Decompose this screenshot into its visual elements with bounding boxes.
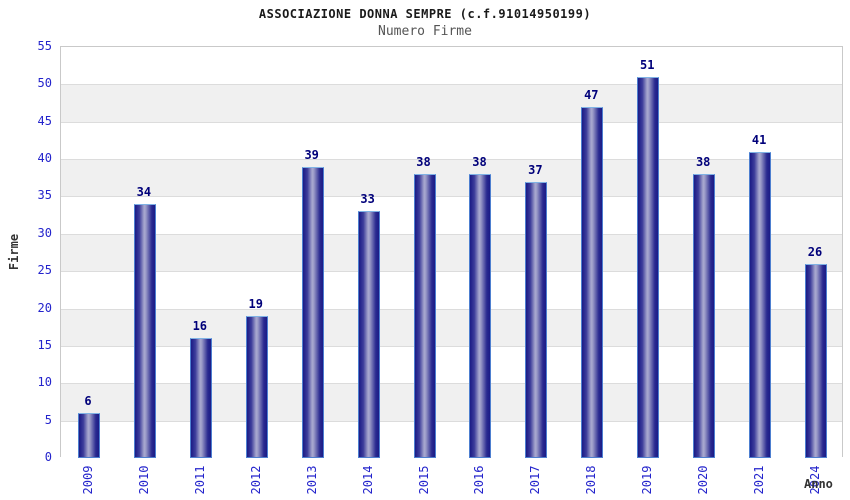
gridline [61, 308, 842, 310]
bar-2020 [693, 174, 716, 458]
grid-band [61, 121, 842, 160]
bar-value-label: 33 [360, 192, 375, 207]
bar-2009 [77, 413, 100, 458]
grid-band [61, 159, 842, 197]
x-tick-label: 2016 [472, 465, 487, 495]
x-tick-label: 2019 [640, 465, 655, 495]
bar-value-label: 51 [640, 57, 655, 72]
gridline [61, 271, 842, 273]
x-tick-label: 2009 [80, 465, 95, 495]
bar-2011 [189, 338, 212, 458]
gridline [61, 345, 842, 347]
gridline [61, 383, 842, 385]
bar-value-label: 34 [136, 184, 152, 199]
x-tick-label: 2021 [752, 465, 767, 495]
grid-band [61, 383, 842, 421]
x-tick-label: 2017 [528, 465, 543, 495]
grid-band [61, 345, 842, 384]
chart-title: ASSOCIAZIONE DONNA SEMPRE (c.f.910149501… [258, 7, 592, 21]
bar-value-label: 16 [192, 319, 208, 334]
gridline [61, 420, 842, 422]
gridline [61, 196, 842, 198]
x-tick-label: 2015 [416, 465, 431, 495]
bar-2017 [525, 181, 548, 458]
x-tick-label: 2014 [360, 465, 375, 495]
grid-band [61, 308, 842, 346]
bar-value-label: 47 [584, 87, 599, 102]
y-tick-label: 15 [37, 337, 52, 352]
grid-band [61, 196, 842, 234]
y-tick-label: 45 [37, 113, 52, 128]
bar-value-label: 39 [304, 147, 319, 162]
bar-2013 [301, 166, 324, 458]
bar-2015 [413, 174, 436, 458]
x-tick-label: 2012 [248, 465, 263, 495]
x-tick-label: 2018 [584, 465, 599, 495]
x-tick-label: 2013 [304, 465, 319, 495]
gridline [61, 233, 842, 235]
bar-2014 [357, 211, 380, 458]
y-tick-label: 0 [44, 450, 52, 464]
gridline [61, 84, 842, 86]
y-tick-label: 40 [37, 151, 52, 166]
y-tick-label: 35 [37, 188, 52, 203]
y-tick-label: 50 [37, 76, 52, 91]
y-tick-label: 30 [37, 225, 52, 240]
bar-2024 [805, 263, 828, 458]
grid-band [61, 271, 842, 309]
bar-2018 [581, 106, 604, 458]
y-axis-title: Firme [7, 233, 21, 271]
gridline [61, 159, 842, 161]
grid-band [61, 47, 842, 85]
bar-2019 [637, 76, 660, 458]
bar-2021 [749, 151, 772, 458]
x-tick-label: 2010 [136, 465, 151, 495]
y-tick-label: 20 [37, 300, 52, 315]
bar-2010 [133, 203, 156, 458]
y-tick-label: 5 [44, 412, 52, 427]
grid-band [61, 233, 842, 272]
x-axis-title: Anno [804, 477, 833, 491]
bar-value-label: 41 [751, 132, 767, 147]
bar-value-label: 37 [528, 162, 543, 177]
y-tick-label: 55 [37, 39, 52, 53]
bar-value-label: 26 [807, 244, 823, 259]
plot-area [60, 46, 843, 458]
grid-band [61, 84, 842, 122]
x-tick-label: 2020 [696, 465, 711, 495]
x-tick-label: 2011 [192, 465, 207, 495]
bar-value-label: 38 [416, 155, 431, 170]
grid-band [61, 420, 842, 458]
bar-value-label: 6 [84, 394, 92, 409]
y-tick-label: 10 [37, 375, 52, 390]
bar-value-label: 38 [695, 155, 711, 170]
chart-subtitle: Numero Firme [378, 24, 472, 39]
bar-value-label: 19 [248, 297, 263, 312]
bar-2012 [245, 316, 268, 458]
y-tick-label: 25 [37, 263, 52, 278]
gridline [61, 121, 842, 123]
bar-value-label: 38 [472, 155, 487, 170]
bar-2016 [469, 174, 492, 458]
